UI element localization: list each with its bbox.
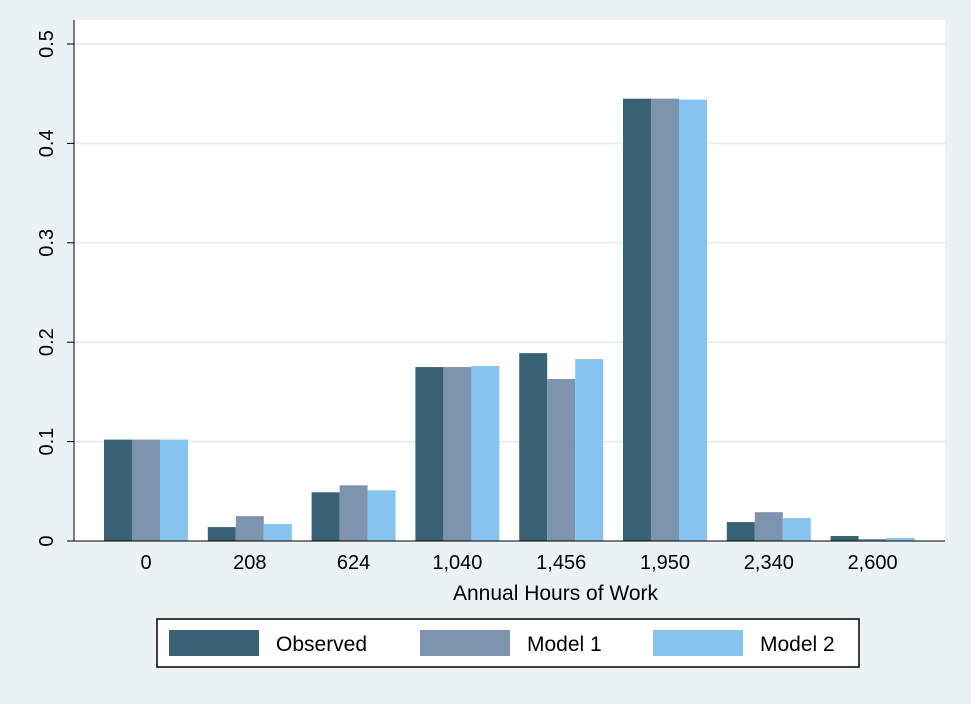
y-tick-label: 0.4 [36,129,58,157]
bar-model-1-7 [858,539,887,541]
y-tick-labels: 0 0.1 0.2 0.3 0.4 0.5 [36,30,58,546]
bar-observed-2 [311,492,340,541]
bar-model-2-6 [782,518,811,541]
y-tick-label: 0.1 [36,428,58,456]
legend-swatch-observed [169,630,259,656]
legend-label: Model 1 [527,633,602,656]
plot-area [74,20,945,541]
bar-model-2-2 [367,490,396,541]
legend-swatch-model-1 [420,630,510,656]
legend-swatch-model-2 [653,630,743,656]
legend-label: Observed [276,633,367,656]
gridlines [74,43,945,443]
bar-model-1-4 [547,378,576,541]
x-tick-labels: 0 208 624 1,040 1,456 1,950 2,340 2,600 [140,552,897,574]
x-tick-label: 208 [233,552,266,574]
x-tick-label: 2,600 [848,552,898,574]
x-tick-label: 1,456 [536,552,586,574]
bar-observed-7 [830,536,859,541]
y-tick-label: 0.2 [36,328,58,356]
y-tick-label: 0 [36,535,58,546]
x-tick-label: 1,040 [432,552,482,574]
y-tick-label: 0.3 [36,229,58,257]
legend: Observed Model 1 Model 2 [156,618,860,668]
x-tick-label: 624 [337,552,370,574]
bar-observed-1 [207,527,236,541]
bar-model-2-5 [679,99,707,541]
bar-model-2-4 [575,359,604,541]
bar-model-2-7 [886,538,915,541]
bar-model-2-0 [160,439,188,541]
bar-model-1-1 [235,516,264,541]
bar-model-2-3 [471,366,500,541]
bar-observed-4 [519,353,548,541]
bar-model-1-6 [754,512,783,541]
axes [67,20,945,542]
bar-model-1-0 [132,439,160,541]
y-tick-label: 0.5 [36,30,58,58]
bar-model-1-5 [651,98,679,542]
legend-items: Observed Model 1 Model 2 [169,630,835,656]
bar-model-2-1 [263,524,292,541]
x-axis-title: Annual Hours of Work [453,582,659,605]
bar-observed-5 [623,98,651,542]
x-tick-label: 2,340 [744,552,794,574]
bar-model-1-2 [339,485,368,541]
x-tick-label: 0 [140,552,151,574]
bars [104,98,915,542]
bar-observed-3 [415,367,444,541]
bar-observed-6 [726,522,755,541]
bar-observed-0 [104,439,132,541]
x-tick-label: 1,950 [640,552,690,574]
legend-label: Model 2 [760,633,835,656]
bar-model-1-3 [443,367,472,541]
